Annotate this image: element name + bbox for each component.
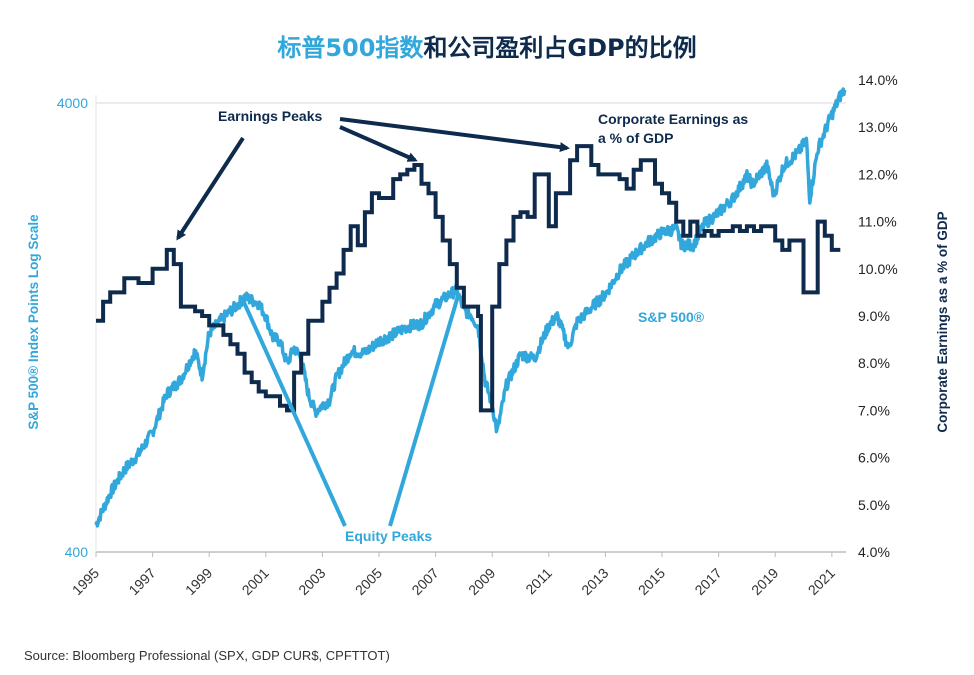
sp500-series-label: S&P 500®: [638, 309, 705, 325]
x-tick-label: 2019: [748, 565, 781, 598]
x-tick-label: 1997: [125, 565, 158, 598]
equity-arrow-2000: [240, 297, 347, 527]
y-right-tick-label: 9.0%: [858, 308, 890, 324]
y-axis-left: 400 4000: [57, 95, 88, 560]
x-tick-label: 2011: [522, 565, 555, 598]
y-axis-right: 4.0% 5.0% 6.0% 7.0% 8.0% 9.0% 10.0% 11.0% 12.0% 1…: [858, 72, 898, 560]
y-right-tick-label: 8.0%: [858, 355, 890, 371]
chart-grid: [95, 95, 846, 553]
corp-earnings-label-line2: a % of GDP: [598, 130, 673, 146]
y-left-tick-label: 400: [65, 544, 89, 560]
x-tick-label: 2005: [352, 565, 385, 598]
x-tick-label: 2017: [691, 565, 724, 598]
corp-earnings-label-line1: Corporate Earnings as: [598, 111, 748, 127]
earnings-arrow-2006: [339, 125, 418, 162]
y-right-tick-label: 11.0%: [858, 214, 897, 230]
earnings-arrow-1998: [176, 136, 245, 241]
x-axis: 1995 1997 1999 2001 2003 2005 2007 2009 2011 2013…: [69, 552, 838, 598]
y-right-tick-label: 5.0%: [858, 497, 890, 513]
y-left-tick-label: 4000: [57, 95, 88, 111]
earnings-arrow-2012: [339, 117, 570, 153]
y-right-tick-label: 6.0%: [858, 450, 890, 466]
x-tick-label: 2001: [239, 565, 272, 598]
chart-title-accent: 标普500指数: [277, 34, 424, 62]
equity-peaks-label: Equity Peaks: [345, 528, 432, 544]
x-tick-label: 2007: [408, 565, 441, 598]
y-right-tick-label: 7.0%: [858, 402, 890, 418]
x-tick-label: 2009: [465, 565, 498, 598]
x-tick-label: 2015: [635, 565, 668, 598]
x-tick-label: 1995: [69, 565, 102, 598]
x-tick-label: 2003: [295, 565, 328, 598]
series-layer: [94, 87, 847, 528]
x-tick-label: 1999: [182, 565, 215, 598]
chart-title-rest: 和公司盈利占GDP的比例: [423, 34, 696, 62]
y-right-tick-label: 13.0%: [858, 119, 898, 135]
y-right-axis-label: Corporate Earnings as a % of GDP: [935, 211, 950, 432]
earnings-peaks-label: Earnings Peaks: [218, 108, 322, 124]
equity-arrow-2007: [388, 295, 460, 527]
series-line-sp500: [94, 87, 847, 528]
y-right-tick-label: 12.0%: [858, 166, 898, 182]
y-right-tick-label: 10.0%: [858, 261, 898, 277]
y-right-tick-label: 4.0%: [858, 544, 890, 560]
y-right-tick-label: 14.0%: [858, 72, 898, 88]
source-note: Source: Bloomberg Professional (SPX, GDP…: [24, 648, 390, 663]
annotations-layer: Earnings Peaks Corporate Earnings as a %…: [176, 108, 748, 544]
series-line-corporate-earnings: [96, 144, 841, 413]
x-tick-label: 2021: [805, 565, 838, 598]
x-tick-label: 2013: [578, 565, 611, 598]
chart-title: 标普500指数和公司盈利占GDP的比例: [277, 34, 696, 62]
y-left-axis-label: S&P 500® Index Points Log Scale: [26, 214, 41, 430]
